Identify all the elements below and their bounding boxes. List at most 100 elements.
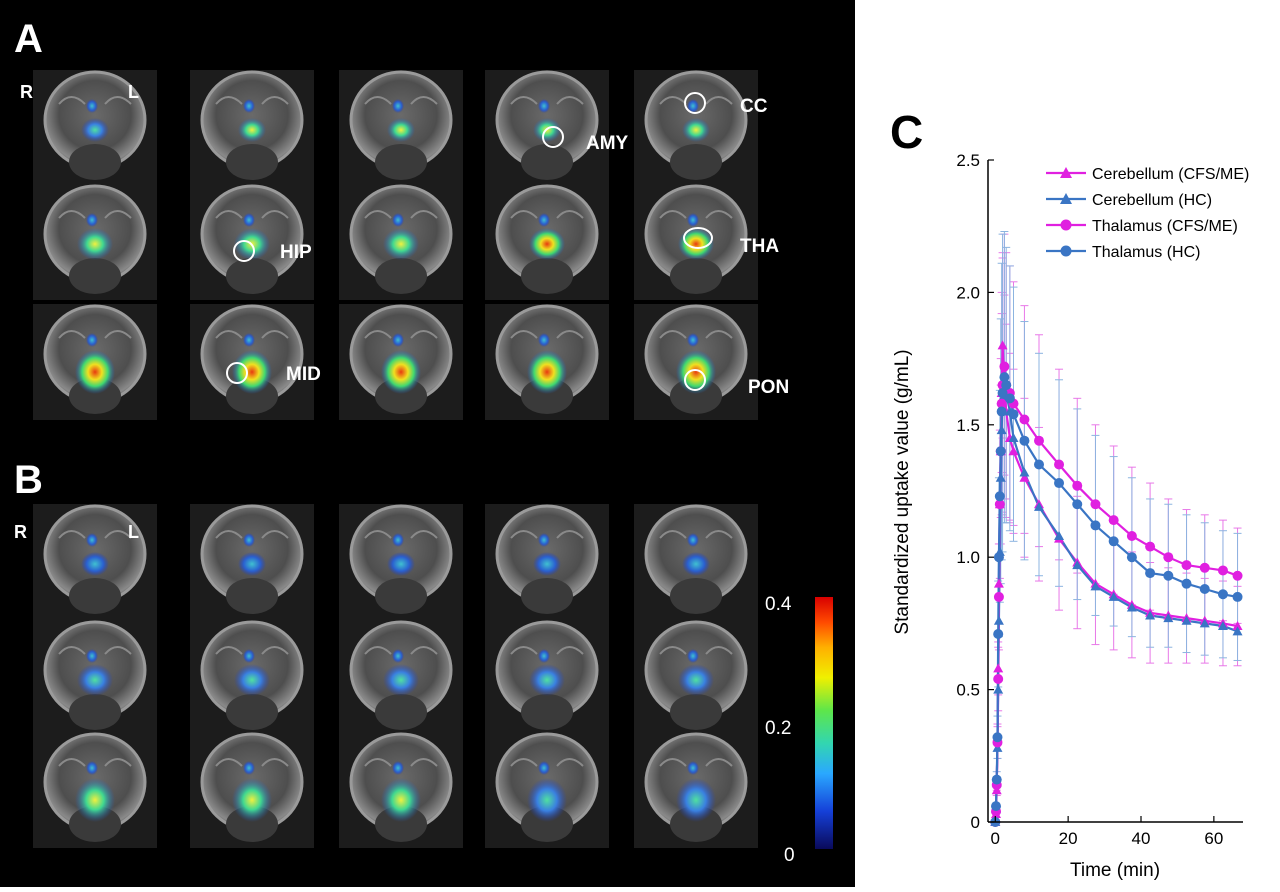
data-point: [1054, 478, 1065, 489]
roi-circle: [233, 240, 255, 262]
data-point: [1019, 435, 1030, 446]
data-point: [1163, 552, 1174, 563]
brain-slice-b: [634, 504, 758, 620]
y-tick-label: 0.5: [956, 681, 980, 700]
x-tick-label: 0: [991, 829, 1000, 848]
data-point: [1181, 615, 1192, 625]
y-tick-label: 2.0: [956, 283, 980, 302]
brain-slice-a: [634, 70, 758, 186]
data-point: [1163, 570, 1174, 581]
colorbar-tick-max: 0.4: [765, 594, 792, 615]
data-point: [994, 499, 1005, 510]
data-point: [1090, 499, 1101, 510]
data-point: [995, 472, 1006, 482]
brain-slice-a: [339, 184, 463, 300]
legend-triangle-icon: [1060, 193, 1072, 204]
data-point: [1217, 589, 1228, 600]
brain-slice-a: [190, 304, 314, 420]
legend-label: Cerebellum (CFS/ME): [1092, 166, 1249, 183]
brain-slice-b: [33, 620, 157, 736]
chart-panel: C 0 0.5 1.0 1.5 2.0 2.5 0 20 40 60 Standardized u…: [858, 0, 1280, 887]
brain-slice-b: [339, 504, 463, 620]
legend-triangle-icon: [1060, 167, 1072, 178]
data-point: [1072, 480, 1083, 491]
brain-slice-b: [339, 620, 463, 736]
brain-slice-b: [634, 732, 758, 848]
brain-slice-b: [190, 732, 314, 848]
brain-slice-b: [33, 732, 157, 848]
orientation-left-a: L: [128, 82, 139, 102]
data-point: [991, 774, 1002, 785]
region-label-hip: HIP: [280, 242, 312, 263]
brain-slice-a: [339, 70, 463, 186]
data-point: [999, 361, 1010, 372]
data-point: [1181, 560, 1192, 571]
data-point: [991, 801, 1002, 812]
brain-slice-a: [33, 184, 157, 300]
data-point: [993, 663, 1004, 673]
data-point: [1145, 568, 1156, 579]
data-point: [1054, 459, 1065, 470]
colorbar-tick-mid: 0.2: [765, 718, 791, 739]
brain-slice-b: [485, 732, 609, 848]
roi-circle: [684, 369, 706, 391]
time-activity-chart: C 0 0.5 1.0 1.5 2.0 2.5 0 20 40 60 Standardized u…: [890, 106, 1249, 881]
data-point: [993, 628, 1004, 639]
brain-slice-a: [634, 184, 758, 300]
data-point: [1008, 446, 1019, 456]
data-point: [1090, 581, 1101, 591]
data-point: [1163, 613, 1174, 623]
data-point: [1181, 578, 1192, 589]
data-point: [1232, 626, 1243, 636]
data-point: [997, 388, 1008, 399]
data-point: [994, 491, 1005, 502]
data-point: [1034, 459, 1044, 470]
brain-slice-a: [634, 304, 758, 420]
data-point: [1232, 570, 1243, 581]
brain-slice-a: [190, 184, 314, 300]
data-point: [1199, 562, 1210, 573]
data-point: [1126, 531, 1137, 542]
data-point: [993, 552, 1004, 563]
brain-slice-b: [485, 504, 609, 620]
region-label-amy: AMY: [586, 133, 629, 154]
legend-circle-icon: [1060, 245, 1072, 257]
data-point: [997, 340, 1008, 350]
data-point: [1232, 621, 1243, 631]
brain-slice-b: [634, 620, 758, 736]
data-point: [1108, 536, 1119, 547]
data-point: [1145, 610, 1156, 620]
data-point: [1019, 414, 1030, 425]
data-point: [1217, 565, 1228, 576]
data-point: [993, 615, 1004, 625]
brain-slice-a: [485, 184, 609, 300]
legend-label: Thalamus (CFS/ME): [1092, 218, 1238, 235]
data-point: [1090, 520, 1101, 531]
data-point: [993, 674, 1004, 685]
brain-slice-b: [339, 732, 463, 848]
brain-slice-b: [33, 504, 157, 620]
colorbar-tick-min: 0: [784, 845, 795, 866]
region-label-pon: PON: [748, 377, 789, 398]
data-point: [1108, 591, 1119, 601]
x-tick-label: 40: [1132, 829, 1151, 848]
data-point: [1199, 583, 1210, 594]
x-tick-label: 20: [1059, 829, 1078, 848]
brain-slice-a: [33, 70, 157, 186]
brain-slice-b: [190, 620, 314, 736]
roi-circle: [542, 126, 564, 148]
panel-b-label: B: [14, 458, 43, 502]
data-point: [1126, 602, 1137, 612]
x-axis-label: Time (min): [1070, 860, 1160, 881]
data-point: [1126, 552, 1137, 563]
x-tick-label: 60: [1204, 829, 1223, 848]
region-label-tha: THA: [740, 236, 779, 257]
data-point: [993, 684, 1004, 694]
data-point: [1054, 531, 1065, 541]
data-point: [993, 578, 1004, 588]
data-point: [992, 732, 1003, 743]
data-point: [1108, 515, 1119, 526]
data-point: [996, 398, 1007, 409]
data-point: [995, 446, 1006, 457]
data-point: [1019, 472, 1030, 482]
